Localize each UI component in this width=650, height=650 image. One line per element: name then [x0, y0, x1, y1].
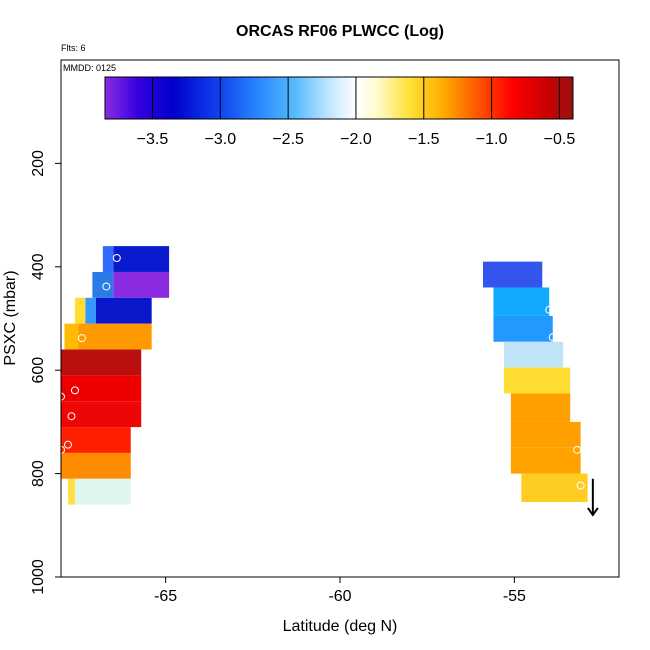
colorbar-tick-label: −1.0	[476, 131, 508, 148]
x-tick-label: -65	[154, 588, 177, 605]
sounding-marker	[70, 386, 79, 395]
colorbar-tick-label: −3.5	[137, 131, 169, 148]
colorbar: −3.5 −3.0 −2.5 −2.0 −1.5 −1.0 −0.5	[104, 76, 576, 148]
heatmap-cell	[113, 246, 170, 272]
flights-label: Flts: 6	[61, 43, 86, 53]
x-axis-label: Latitude (deg N)	[283, 618, 398, 635]
y-tick-label: 800	[30, 460, 47, 487]
colorbar-tick-lines	[151, 77, 560, 119]
x-tick-label: -60	[328, 588, 351, 605]
y-axis-ticks: 200 400 600 800 1000	[30, 150, 61, 595]
colorbar-tick-label: −3.0	[205, 131, 237, 148]
colorbar-tick-label: −0.5	[544, 131, 576, 148]
heatmap-cell	[61, 427, 131, 453]
y-tick-label: 400	[30, 253, 47, 280]
heatmap-cell	[493, 315, 553, 342]
colorbar-tick-label: −2.5	[272, 131, 304, 148]
chart-title: ORCAS RF06 PLWCC (Log)	[236, 23, 444, 40]
colorbar-gradient	[104, 76, 574, 120]
x-tick-label: -55	[503, 588, 526, 605]
sounding-marker	[112, 254, 121, 263]
sounding-marker	[102, 282, 111, 291]
sounding-marker	[77, 334, 86, 343]
heatmap-cell	[61, 375, 142, 402]
heatmap-cell	[74, 297, 86, 324]
heatmap-cell	[503, 367, 571, 394]
heatmap-cell	[78, 323, 152, 350]
heatmap-cell	[510, 393, 571, 422]
heatmap-cell	[61, 349, 142, 376]
colorbar-tick-label: −1.5	[408, 131, 440, 148]
heatmap-cell	[510, 421, 581, 448]
heatmap-cell	[510, 447, 581, 474]
heatmap-cell	[503, 341, 564, 368]
sounding-marker	[573, 445, 582, 454]
y-tick-label: 200	[30, 150, 47, 177]
heatmap-cell	[102, 246, 114, 272]
heatmap-cell	[67, 478, 75, 505]
heatmap-cell	[493, 287, 550, 316]
heatmap-cell	[61, 401, 142, 428]
heatmap-cell	[85, 297, 96, 324]
y-axis-label: PSXC (mbar)	[2, 270, 19, 365]
sounding-marker	[576, 481, 585, 490]
y-tick-label: 600	[30, 357, 47, 384]
y-tick-label: 1000	[30, 559, 47, 595]
sounding-marker	[545, 305, 554, 314]
heatmap-cell	[61, 452, 131, 479]
heatmap-cell	[521, 473, 588, 503]
heatmap-cells	[61, 246, 588, 505]
heatmap-cell	[113, 271, 170, 298]
heatmap-cell	[74, 478, 131, 505]
heatmap-cell	[64, 323, 79, 350]
date-label: MMDD: 0125	[63, 63, 116, 73]
sounding-marker	[67, 412, 76, 421]
descent-arrow-head	[587, 507, 599, 517]
sounding-marker	[60, 495, 69, 504]
x-axis-ticks: -65 -60 -55	[154, 577, 526, 605]
heatmap-cell	[95, 297, 152, 324]
sounding-marker	[548, 333, 557, 342]
sounding-marker	[63, 440, 72, 449]
heatmap-cell	[482, 261, 543, 288]
colorbar-tick-label: −2.0	[340, 131, 372, 148]
